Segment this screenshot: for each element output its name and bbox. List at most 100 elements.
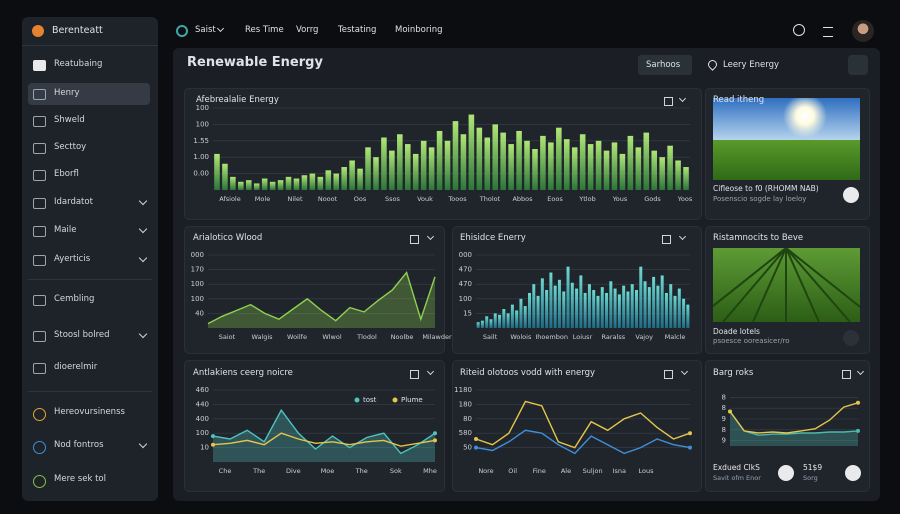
bar	[656, 285, 660, 328]
side-icon	[33, 89, 46, 100]
bar	[549, 272, 553, 328]
y-tick-label: 000	[191, 251, 204, 259]
bar	[349, 160, 355, 190]
x-tick-label: Vajoy	[635, 333, 653, 341]
bar	[635, 290, 638, 328]
y-tick-label: 170	[191, 266, 204, 274]
y-tick-label: 80	[463, 415, 472, 423]
nav-link[interactable]: Saist	[195, 25, 216, 35]
x-tick-label: The	[355, 467, 368, 475]
page-title: Renewable Energy	[187, 55, 323, 70]
bar	[528, 292, 531, 328]
bar	[622, 285, 626, 328]
y-tick-label: 10	[200, 444, 209, 452]
subcaption: psoesce ooreasicer/ro	[713, 337, 790, 345]
filter-button[interactable]: Sarhoos	[638, 55, 692, 75]
bar	[508, 144, 514, 190]
more-button[interactable]	[843, 330, 859, 346]
point	[433, 431, 437, 436]
side-item[interactable]: Stoosl bolred	[54, 330, 110, 340]
bar	[619, 153, 626, 190]
point	[728, 409, 732, 414]
legend-label: tost	[363, 396, 377, 404]
side-item[interactable]: Shweld	[54, 115, 85, 125]
side-icon	[33, 295, 46, 306]
y-tick-label: 50	[463, 444, 472, 452]
side-item[interactable]: Reatubaing	[54, 59, 103, 69]
y-tick-label: 470	[459, 266, 472, 274]
bar	[553, 285, 557, 328]
bar	[485, 316, 489, 328]
chart-title: Arialotico Wlood	[193, 233, 263, 243]
x-tick-label: Wolois	[510, 333, 532, 341]
play-button[interactable]	[843, 187, 859, 203]
bar	[613, 288, 617, 328]
nav-link[interactable]: Vorrg	[296, 25, 319, 35]
more-button[interactable]	[848, 55, 868, 75]
note: Exdued ClkS	[713, 463, 760, 472]
side-item[interactable]: Cembling	[54, 294, 95, 304]
bar	[493, 313, 497, 328]
bar	[532, 149, 538, 190]
brand-logo	[32, 25, 44, 37]
point	[688, 431, 692, 436]
side-item[interactable]: Maile	[54, 225, 77, 235]
side-item[interactable]: Henry	[54, 88, 80, 98]
side-item[interactable]: Idardatot	[54, 197, 93, 207]
bar	[540, 278, 544, 328]
side-item[interactable]: Nod fontros	[54, 440, 104, 450]
y-tick-label: 1.55	[193, 137, 209, 145]
nav-link[interactable]: Testating	[338, 25, 377, 35]
x-tick-label: Yoos	[677, 195, 693, 203]
subcaption: Posenscio sogde lay loeloy	[713, 195, 807, 203]
side-icon	[33, 170, 46, 181]
side-icon	[33, 475, 46, 488]
card-icon	[410, 370, 419, 379]
side-icon	[33, 60, 46, 71]
bar	[566, 266, 570, 328]
bar	[683, 167, 689, 190]
x-tick-label: Yous	[612, 195, 628, 203]
x-tick-label: Ihoembon	[535, 333, 568, 341]
x-tick-label: Raralss	[602, 333, 626, 341]
bar	[626, 291, 630, 328]
bar	[667, 145, 673, 190]
side-item[interactable]: Ayerticis	[54, 254, 91, 264]
bar	[583, 292, 587, 328]
bar	[317, 176, 324, 190]
bar	[652, 276, 656, 328]
bar	[333, 173, 340, 190]
bar	[489, 319, 493, 328]
menu-icon[interactable]	[823, 27, 833, 37]
nav-link[interactable]: Moinboring	[395, 25, 443, 35]
bar	[277, 180, 284, 190]
x-tick-label: Lous	[639, 467, 655, 475]
side-item[interactable]: Eborfl	[54, 169, 79, 179]
side-item[interactable]: Hereovursinenss	[54, 407, 125, 417]
y-tick-label: 000	[459, 251, 472, 259]
bar	[261, 178, 268, 190]
side-item[interactable]: dioerelmir	[54, 362, 98, 372]
avatar[interactable]	[852, 20, 874, 42]
side-item[interactable]: Secttoy	[54, 142, 87, 152]
x-tick-label: Isna	[613, 467, 626, 475]
bar	[651, 150, 658, 190]
side-icon	[33, 116, 46, 127]
x-tick-label: Moe	[321, 467, 335, 475]
clock-icon[interactable]	[793, 24, 805, 36]
bar	[627, 135, 634, 190]
side-item[interactable]: Mere sek tol	[54, 474, 106, 484]
bar	[222, 163, 228, 190]
card	[452, 360, 702, 492]
x-tick-label: Saiot	[219, 333, 236, 341]
bar	[230, 176, 236, 190]
bar	[545, 290, 549, 328]
legend-swatch	[392, 397, 398, 403]
bar	[557, 279, 561, 328]
x-tick-label: Oil	[508, 467, 517, 475]
bar	[444, 140, 451, 190]
side-icon	[33, 363, 46, 374]
nav-link[interactable]: Res Time	[245, 25, 284, 35]
y-tick-label: 1.00	[193, 153, 209, 161]
